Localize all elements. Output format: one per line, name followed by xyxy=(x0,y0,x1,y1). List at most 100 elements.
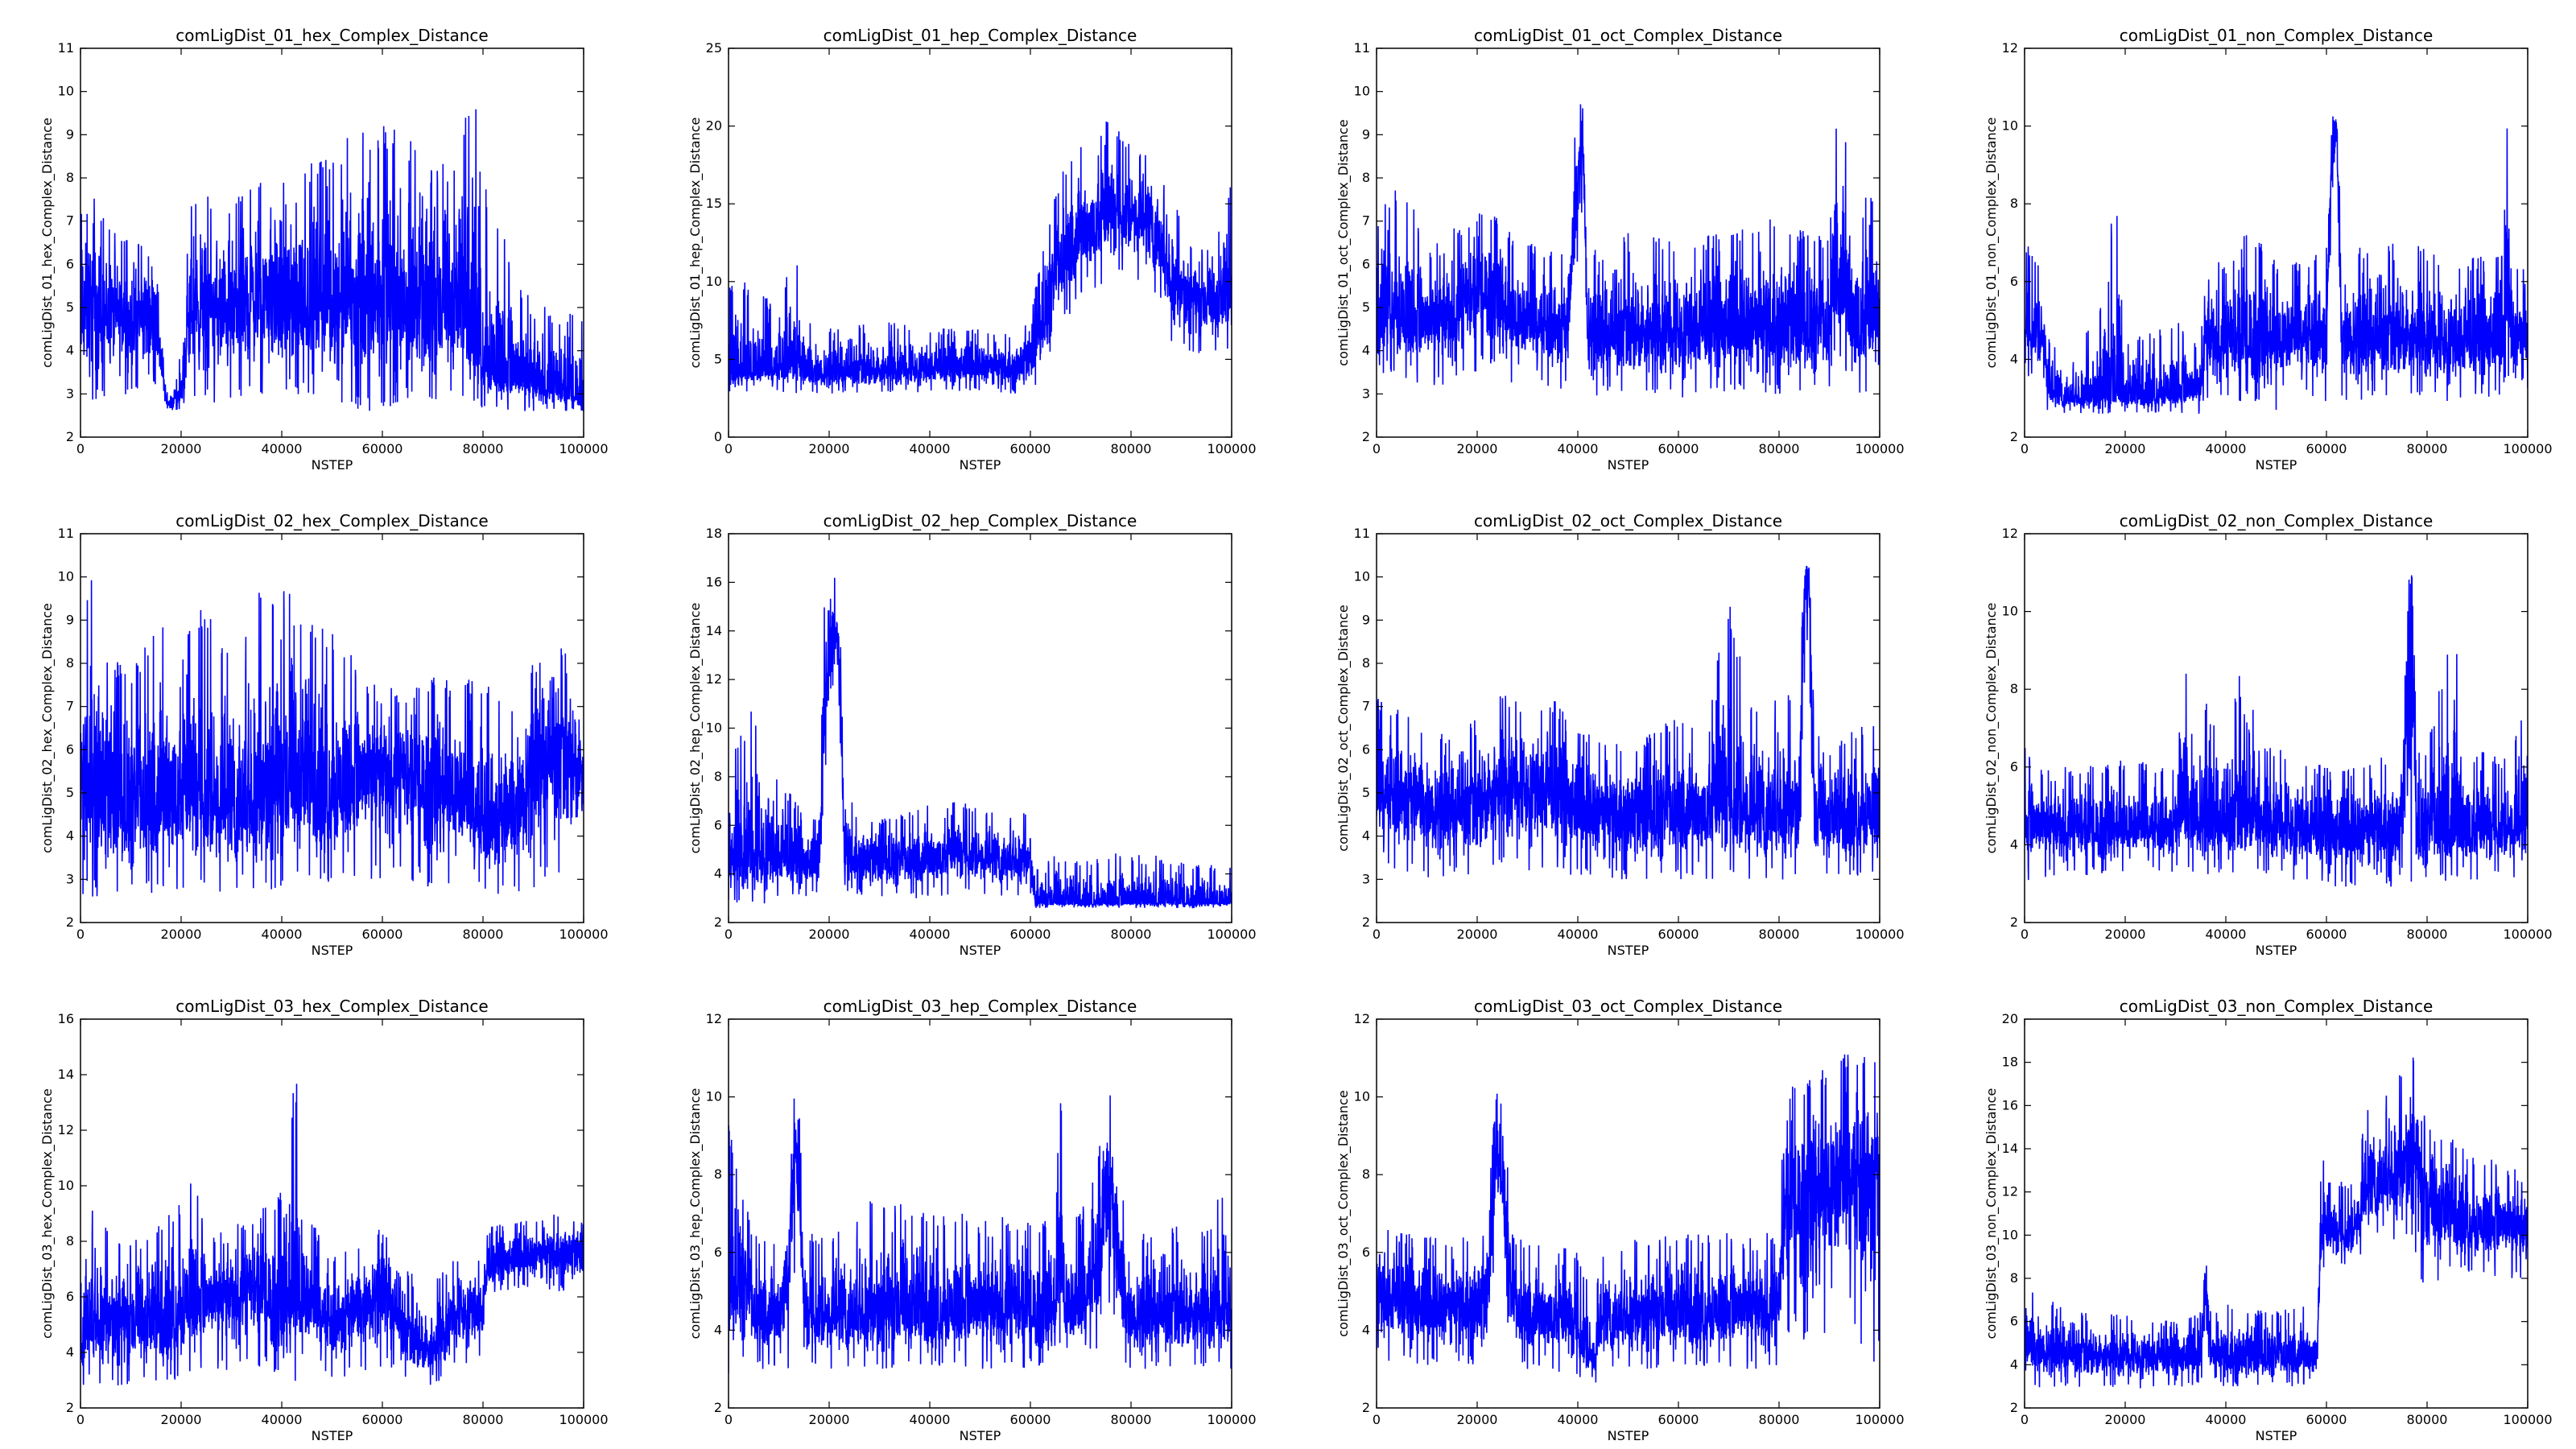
x-tick-label: 20000 xyxy=(809,927,850,942)
y-tick-label: 11 xyxy=(1354,40,1370,56)
x-tick-label: 100000 xyxy=(1207,441,1256,456)
series-line xyxy=(729,1095,1232,1373)
y-axis-label: comLigDist_03_non_Complex_Distance xyxy=(1984,1088,2000,1340)
x-tick-label: 80000 xyxy=(1111,441,1152,456)
y-tick-label: 4 xyxy=(66,1344,74,1360)
x-axis-label: NSTEP xyxy=(1608,1428,1649,1443)
y-tick-label: 2 xyxy=(2010,914,2018,930)
y-tick-label: 4 xyxy=(2010,836,2018,852)
x-tick-label: 20000 xyxy=(2105,927,2146,942)
series-line xyxy=(729,121,1232,394)
y-tick-label: 10 xyxy=(58,569,74,584)
x-tick-label: 0 xyxy=(1373,927,1381,942)
subplot-4: 0 20000 40000 60000 80000 100000 2 4 6 8 10 12 comLi… xyxy=(1984,26,2553,473)
y-tick-label: 4 xyxy=(2010,1356,2018,1372)
y-tick-label: 11 xyxy=(1354,526,1370,541)
y-tick-label: 8 xyxy=(66,1233,74,1249)
x-axis-label: NSTEP xyxy=(2256,943,2297,958)
y-axis-label: comLigDist_02_oct_Complex_Distance xyxy=(1335,605,1352,851)
x-tick-label: 60000 xyxy=(1010,1412,1051,1427)
y-tick-label: 11 xyxy=(58,40,74,56)
axes-frame xyxy=(2024,533,2529,923)
x-tick-label: 80000 xyxy=(463,927,504,942)
x-tick-label: 60000 xyxy=(362,441,403,456)
y-axis-label: comLigDist_03_hep_Complex_Distance xyxy=(687,1088,704,1340)
y-tick-label: 12 xyxy=(706,1011,722,1026)
y-tick-label: 6 xyxy=(1362,1245,1370,1260)
y-tick-label: 10 xyxy=(2002,118,2018,134)
subplot-title: comLigDist_03_hex_Complex_Distance xyxy=(175,997,488,1016)
x-tick-label: 40000 xyxy=(2206,441,2247,456)
y-tick-label: 18 xyxy=(706,526,722,541)
x-axis-label: NSTEP xyxy=(960,943,1001,958)
subplot-title: comLigDist_03_non_Complex_Distance xyxy=(2120,997,2434,1016)
x-tick-label: 100000 xyxy=(559,1412,608,1427)
x-tick-label: 0 xyxy=(724,441,733,456)
x-tick-label: 0 xyxy=(76,927,85,942)
y-axis-label: comLigDist_03_oct_Complex_Distance xyxy=(1335,1090,1352,1336)
x-tick-label: 40000 xyxy=(1558,1412,1599,1427)
axes-frame xyxy=(1376,1018,1880,1409)
series-line xyxy=(1377,565,1880,880)
y-tick-label: 5 xyxy=(1362,299,1370,315)
x-axis-label: NSTEP xyxy=(312,943,353,958)
y-tick-label: 4 xyxy=(66,343,74,358)
y-tick-label: 20 xyxy=(706,118,722,134)
y-tick-label: 6 xyxy=(2010,1314,2018,1329)
y-tick-label: 10 xyxy=(2002,1227,2018,1242)
subplot-9: 0 20000 40000 60000 80000 100000 2 4 6 8 10 12 14 16 c… xyxy=(39,997,609,1443)
x-tick-label: 20000 xyxy=(1457,927,1498,942)
y-tick-label: 2 xyxy=(66,1400,74,1415)
subplot-6: 0 20000 40000 60000 80000 100000 2 4 6 8 10 12 14 16 1… xyxy=(687,511,1257,958)
series-line xyxy=(80,1084,584,1386)
y-tick-label: 6 xyxy=(714,1245,722,1260)
y-tick-label: 6 xyxy=(66,741,74,757)
y-tick-label: 6 xyxy=(66,1289,74,1304)
x-tick-label: 0 xyxy=(724,927,733,942)
y-tick-label: 2 xyxy=(2010,429,2018,444)
x-tick-label: 0 xyxy=(2021,927,2029,942)
x-tick-label: 20000 xyxy=(2105,441,2146,456)
series-line xyxy=(2025,116,2528,414)
x-tick-label: 40000 xyxy=(262,441,303,456)
y-tick-label: 18 xyxy=(2002,1055,2018,1070)
y-tick-label: 10 xyxy=(1354,1089,1370,1104)
y-tick-label: 15 xyxy=(706,196,722,211)
subplot-2: 0 20000 40000 60000 80000 100000 0 5 10 15 20 25 com… xyxy=(687,26,1257,473)
y-tick-label: 4 xyxy=(66,828,74,844)
subplot-8: 0 20000 40000 60000 80000 100000 2 4 6 8 10 12 comLi… xyxy=(1984,511,2553,958)
x-tick-label: 100000 xyxy=(2503,927,2552,942)
subplot-5: 0 20000 40000 60000 80000 100000 2 3 4 5 6 7 8 9 10 11 c… xyxy=(39,511,609,958)
subplot-1: 0 20000 40000 60000 80000 100000 2 3 4 5 6 7 8 9 10 11 c… xyxy=(39,26,609,473)
x-tick-label: 60000 xyxy=(1658,1412,1699,1427)
y-tick-label: 14 xyxy=(2002,1141,2018,1156)
y-tick-label: 12 xyxy=(706,671,722,687)
y-tick-label: 10 xyxy=(706,1089,722,1104)
x-tick-label: 60000 xyxy=(1010,441,1051,456)
y-tick-label: 10 xyxy=(2002,604,2018,619)
y-axis-label: comLigDist_01_hex_Complex_Distance xyxy=(39,118,56,368)
series-line xyxy=(80,580,584,897)
x-tick-label: 60000 xyxy=(1658,441,1699,456)
x-tick-label: 80000 xyxy=(2407,1412,2448,1427)
subplot-11: 0 20000 40000 60000 80000 100000 2 4 6 8 10 12 comLi… xyxy=(1335,997,1905,1443)
y-axis-label: comLigDist_01_non_Complex_Distance xyxy=(1984,118,2000,369)
x-tick-label: 40000 xyxy=(2206,1412,2247,1427)
x-tick-label: 40000 xyxy=(1558,927,1599,942)
y-axis-label: comLigDist_01_oct_Complex_Distance xyxy=(1335,119,1352,365)
y-tick-label: 10 xyxy=(1354,569,1370,584)
x-tick-label: 80000 xyxy=(2407,441,2448,456)
y-tick-label: 6 xyxy=(66,256,74,271)
y-tick-label: 9 xyxy=(66,612,74,627)
x-tick-label: 100000 xyxy=(1207,927,1256,942)
axes-frame xyxy=(80,1018,584,1409)
x-tick-label: 80000 xyxy=(1759,927,1800,942)
y-tick-label: 5 xyxy=(1362,785,1370,800)
x-tick-label: 0 xyxy=(2021,441,2029,456)
y-tick-label: 3 xyxy=(66,871,74,886)
y-axis-label: comLigDist_01_hep_Complex_Distance xyxy=(687,118,704,369)
x-tick-label: 20000 xyxy=(809,441,850,456)
subplot-title: comLigDist_02_hep_Complex_Distance xyxy=(824,511,1137,530)
series-line xyxy=(729,577,1232,909)
y-tick-label: 8 xyxy=(714,769,722,784)
